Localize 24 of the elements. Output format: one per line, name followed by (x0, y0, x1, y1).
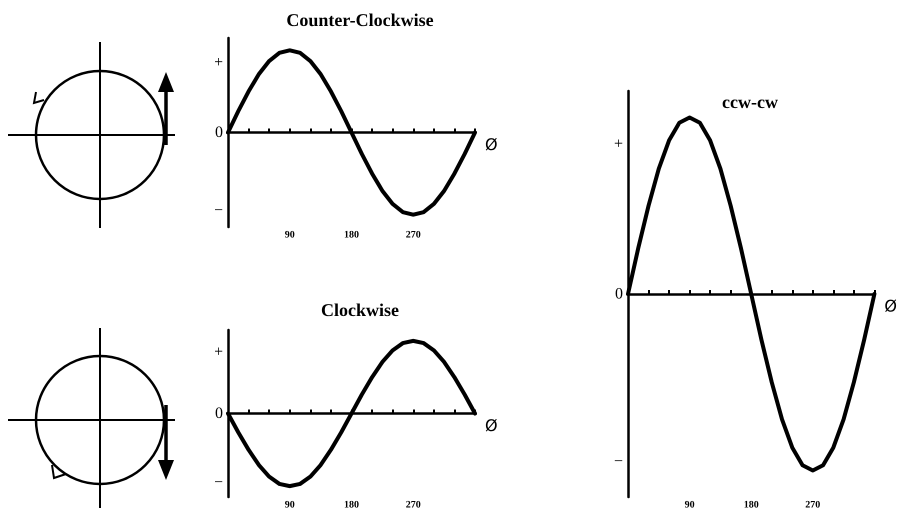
text: − (614, 453, 623, 470)
chart-title: Clockwise (321, 300, 400, 320)
x-tick-label: 270 (406, 500, 421, 510)
x-axis-title: Ø (884, 296, 897, 316)
chart-title: ccw-cw (722, 92, 778, 112)
x-tick-label: 180 (344, 230, 359, 240)
text: + (214, 54, 223, 72)
text: 0 (615, 286, 623, 302)
x-axis-title: Ø (485, 135, 498, 154)
text: 0 (215, 124, 223, 141)
text: 0 (215, 405, 223, 422)
x-tick-label: 180 (344, 500, 359, 510)
text: − (214, 474, 223, 491)
text: − (214, 202, 223, 220)
x-tick-label: 90 (684, 500, 695, 510)
x-tick-label: 90 (284, 230, 295, 240)
x-tick-label: 90 (284, 500, 295, 510)
chart-title: Counter-Clockwise (286, 10, 434, 30)
x-tick-label: 180 (744, 500, 759, 510)
text: + (614, 135, 623, 152)
text: + (214, 343, 223, 360)
x-tick-label: 270 (805, 500, 820, 510)
x-tick-label: 270 (406, 230, 421, 240)
x-axis-title: Ø (485, 416, 498, 435)
